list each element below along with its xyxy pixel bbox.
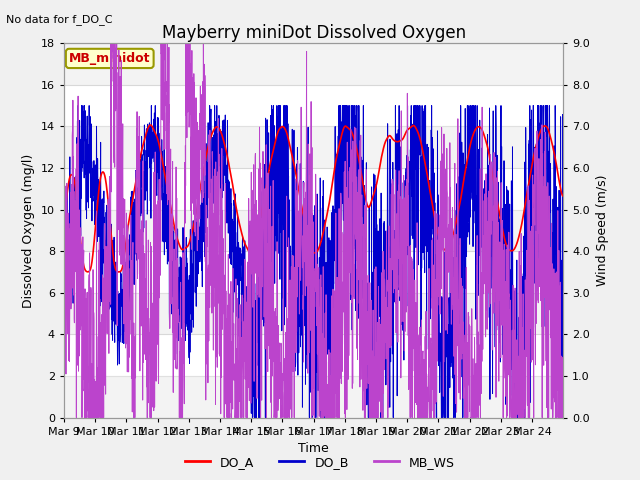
Bar	[64, 210, 563, 251]
Bar	[64, 43, 563, 85]
X-axis label: Time: Time	[298, 442, 329, 455]
Y-axis label: Wind Speed (m/s): Wind Speed (m/s)	[596, 175, 609, 286]
Text: No data for f_DO_C: No data for f_DO_C	[6, 14, 113, 25]
Bar	[64, 293, 563, 335]
Y-axis label: Dissolved Oxygen (mg/l): Dissolved Oxygen (mg/l)	[22, 153, 35, 308]
Legend: DO_A, DO_B, MB_WS: DO_A, DO_B, MB_WS	[180, 451, 460, 474]
Text: MB_minidot: MB_minidot	[69, 52, 150, 65]
Bar	[64, 126, 563, 168]
Bar	[64, 376, 563, 418]
Title: Mayberry miniDot Dissolved Oxygen: Mayberry miniDot Dissolved Oxygen	[161, 24, 466, 42]
